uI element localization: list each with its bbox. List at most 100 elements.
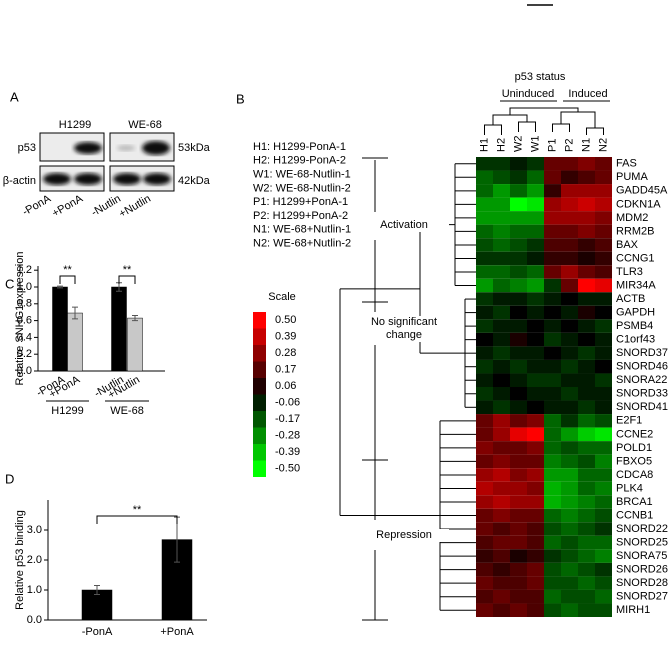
heatmap-cell — [527, 427, 544, 442]
heatmap-cell — [493, 481, 510, 496]
gene-label: GAPDH — [616, 306, 655, 318]
error-bar — [132, 315, 138, 322]
heatmap-cell — [510, 495, 527, 509]
gene-label: MIRH1 — [616, 604, 650, 616]
heatmap-cell — [476, 265, 493, 279]
y-tick-label: 0.0 — [27, 614, 42, 626]
gene-label: SNORD28 — [616, 577, 668, 589]
heatmap-cell — [578, 427, 595, 442]
y-tick-label: 1.0 — [17, 281, 32, 293]
heatmap-cell — [561, 441, 578, 455]
heatmap-cell — [544, 441, 561, 455]
group-label: Induced — [568, 88, 607, 100]
heatmap-cell — [527, 359, 544, 374]
heatmap-cell — [544, 468, 561, 482]
heatmap-cell — [595, 373, 612, 387]
heatmap-cell — [476, 359, 493, 374]
legend-line: H2: H1299-PonA-2 — [253, 155, 346, 167]
column-label: N2 — [597, 138, 609, 152]
heatmap-cell — [527, 576, 544, 590]
gene-label: FBXO5 — [616, 455, 652, 467]
heatmap-cell — [544, 251, 561, 266]
heatmap-cell — [476, 535, 493, 550]
heatmap-cell — [561, 508, 578, 523]
heatmap-cell — [561, 251, 578, 266]
heatmap-cell — [544, 184, 561, 198]
heatmap-cell — [510, 157, 527, 171]
heatmap-cell — [595, 359, 612, 374]
heatmap-cell — [561, 157, 578, 171]
heatmap-cell — [544, 589, 561, 604]
heatmap-cell — [493, 346, 510, 360]
heatmap-cell — [476, 603, 493, 617]
heatmap-cell — [561, 332, 578, 347]
heatmap-cell — [527, 346, 544, 360]
heatmap-cell — [493, 170, 510, 185]
gene-label: SNORD41 — [616, 401, 668, 413]
group-label: Uninduced — [502, 88, 555, 100]
heatmap-cell — [544, 359, 561, 374]
heatmap-cell — [527, 468, 544, 482]
heatmap-cell — [595, 184, 612, 198]
heatmap-cell — [476, 346, 493, 360]
legend-line: W1: WE-68-Nutlin-1 — [253, 169, 351, 181]
heatmap-cell — [561, 454, 578, 469]
x-tick-label: +PonA — [47, 373, 82, 400]
heatmap-cell — [510, 305, 527, 320]
heatmap-cell — [544, 319, 561, 333]
heatmap-cell — [510, 481, 527, 496]
error-bar — [57, 285, 63, 289]
lane-label: +PonA — [50, 192, 85, 219]
gene-label: CDKN1A — [616, 198, 661, 210]
gene-label: RRM2B — [616, 225, 655, 237]
heatmap-cell — [493, 278, 510, 293]
heatmap-cell — [493, 197, 510, 212]
heatmap-cell — [510, 197, 527, 212]
heatmap-cell — [493, 184, 510, 198]
heatmap-cell — [476, 184, 493, 198]
heatmap-cell — [510, 170, 527, 185]
gene-label: FAS — [616, 158, 637, 170]
y-tick-label: 1.2 — [17, 264, 32, 276]
cluster-label: No significant change — [354, 316, 454, 342]
heatmap-cell — [544, 292, 561, 306]
significance-label: ** — [63, 264, 72, 276]
scale-swatch — [253, 394, 266, 411]
gene-label: SNORA22 — [616, 374, 667, 386]
y-tick-label: 0.4 — [17, 331, 32, 343]
heatmap-cell — [510, 549, 527, 563]
heatmap-cell — [476, 224, 493, 239]
significance-label: ** — [133, 504, 142, 516]
heatmap-cell — [527, 562, 544, 577]
heatmap-cell — [578, 332, 595, 347]
legend-line: W2: WE-68-Nutlin-2 — [253, 182, 351, 194]
column-label: H2 — [495, 138, 507, 152]
cluster-label: Activation — [359, 219, 449, 232]
heatmap-cell — [476, 400, 493, 415]
heatmap-cell — [595, 211, 612, 225]
gene-label: CDCA8 — [616, 469, 653, 481]
heatmap-cell — [578, 549, 595, 563]
heatmap-cell — [493, 319, 510, 333]
size-label: 53kDa — [178, 142, 211, 154]
gene-label: PUMA — [616, 171, 648, 183]
heatmap-cell — [527, 238, 544, 252]
y-tick-label: 0.0 — [17, 365, 32, 377]
scale-swatch — [253, 361, 266, 378]
heatmap-cell — [561, 373, 578, 387]
heatmap-cell — [561, 468, 578, 482]
heatmap-cell — [578, 589, 595, 604]
legend-line: N2: WE-68+Nutlin-2 — [253, 238, 351, 250]
y-tick-label: 2.0 — [27, 554, 42, 566]
scale-label: -0.50 — [275, 462, 300, 474]
heatmap-cell — [527, 589, 544, 604]
heatmap-cell — [578, 522, 595, 536]
heatmap-cell — [476, 549, 493, 563]
heatmap-cell — [544, 562, 561, 577]
heatmap-cell — [510, 468, 527, 482]
heatmap-cell — [544, 400, 561, 415]
heatmap-cell — [527, 400, 544, 415]
heatmap-cell — [510, 508, 527, 523]
heatmap-cell — [510, 576, 527, 590]
